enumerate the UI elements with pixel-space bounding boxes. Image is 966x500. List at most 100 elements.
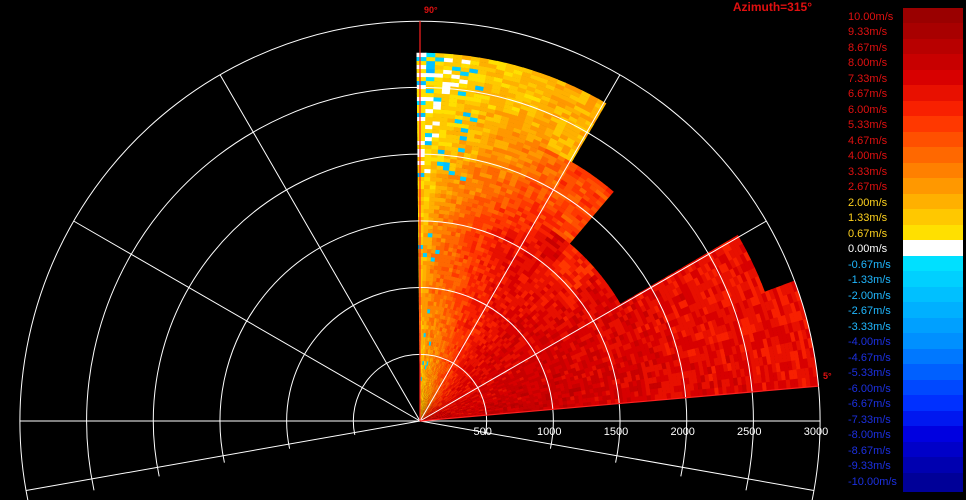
- velocity-cell: [500, 82, 511, 89]
- velocity-cell: [445, 386, 449, 391]
- velocity-cell: [660, 301, 668, 310]
- velocity-cell: [430, 245, 436, 250]
- velocity-cell: [427, 385, 430, 391]
- velocity-cell: [424, 300, 428, 306]
- velocity-cell: [421, 348, 423, 354]
- velocity-cell: [439, 245, 445, 251]
- velocity-cell: [436, 153, 445, 159]
- velocity-cell: [581, 193, 591, 202]
- velocity-cell: [424, 411, 428, 415]
- velocity-cell: [435, 405, 439, 409]
- velocity-cell: [494, 380, 500, 385]
- velocity-cell: [422, 372, 425, 378]
- velocity-cell: [569, 111, 580, 120]
- velocity-cell: [496, 384, 502, 388]
- velocity-cell: [432, 221, 439, 226]
- velocity-cell: [667, 373, 673, 381]
- velocity-cell: [590, 360, 596, 367]
- velocity-cell: [460, 123, 469, 129]
- velocity-cell: [503, 343, 510, 349]
- velocity-cell: [580, 183, 590, 192]
- velocity-cell: [483, 384, 488, 388]
- velocity-cell: [448, 243, 454, 249]
- velocity-cell: [450, 399, 455, 403]
- velocity-cell: [458, 351, 463, 357]
- velocity-cell: [463, 254, 469, 260]
- velocity-cell: [468, 334, 473, 340]
- velocity-cell: [425, 389, 428, 394]
- velocity-cell: [423, 164, 431, 170]
- velocity-cell: [474, 394, 480, 398]
- velocity-cell: [517, 229, 525, 236]
- velocity-cell: [495, 393, 501, 397]
- velocity-cell: [436, 293, 441, 299]
- velocity-cell: [754, 356, 760, 367]
- velocity-cell: [472, 332, 478, 338]
- velocity-cell: [537, 102, 548, 110]
- velocity-cell: [641, 317, 649, 325]
- velocity-cell: [436, 161, 444, 167]
- velocity-cell: [630, 295, 638, 304]
- velocity-cell: [421, 380, 423, 386]
- velocity-cell: [463, 354, 468, 360]
- velocity-cell: [444, 381, 449, 386]
- velocity-cell: [421, 413, 424, 418]
- velocity-cell: [469, 321, 475, 327]
- velocity-cell: [432, 337, 436, 343]
- velocity-cell: [461, 405, 466, 408]
- velocity-cell: [703, 288, 711, 299]
- velocity-cell: [426, 381, 429, 386]
- velocity-cell: [494, 364, 500, 369]
- velocity-cell: [551, 147, 561, 156]
- velocity-cell: [550, 216, 559, 224]
- velocity-cell: [535, 207, 544, 214]
- velocity-cell: [502, 348, 508, 354]
- velocity-cell: [572, 387, 578, 393]
- velocity-cell: [545, 213, 554, 221]
- velocity-cell: [458, 135, 468, 141]
- velocity-cell: [683, 370, 689, 379]
- velocity-cell: [423, 196, 430, 202]
- velocity-cell: [545, 105, 556, 113]
- velocity-cell: [463, 152, 471, 158]
- velocity-cell: [439, 413, 444, 416]
- velocity-cell: [460, 400, 465, 404]
- velocity-cell: [453, 405, 458, 409]
- velocity-cell: [559, 178, 568, 187]
- velocity-cell: [745, 383, 751, 393]
- velocity-cell: [435, 367, 439, 372]
- velocity-cell: [598, 376, 605, 383]
- velocity-cell: [444, 137, 453, 143]
- velocity-cell: [432, 383, 436, 388]
- velocity-cell: [507, 355, 513, 360]
- velocity-cell: [463, 234, 470, 240]
- velocity-cell: [566, 179, 576, 187]
- velocity-cell: [446, 121, 455, 127]
- velocity-cell: [517, 189, 526, 196]
- velocity-cell: [780, 370, 786, 381]
- velocity-cell: [439, 368, 443, 374]
- velocity-cell: [547, 199, 555, 207]
- velocity-cell: [538, 190, 547, 198]
- velocity-cell: [544, 203, 553, 211]
- velocity-cell: [448, 359, 452, 365]
- velocity-cell: [485, 321, 491, 328]
- velocity-cell: [468, 377, 474, 382]
- velocity-cell: [475, 371, 480, 377]
- velocity-cell: [582, 104, 593, 114]
- velocity-cell: [480, 318, 486, 324]
- velocity-cell: [497, 123, 507, 130]
- velocity-cell: [422, 260, 427, 266]
- velocity-cell: [692, 325, 699, 334]
- velocity-cell: [434, 393, 438, 398]
- velocity-cell: [446, 359, 451, 364]
- velocity-cell: [436, 400, 441, 405]
- velocity-cell: [425, 393, 428, 398]
- velocity-cell: [453, 171, 462, 177]
- velocity-cell: [453, 362, 458, 368]
- velocity-cell: [472, 265, 478, 272]
- velocity-cell: [450, 409, 455, 413]
- velocity-cell: [424, 348, 427, 354]
- velocity-cell: [724, 250, 733, 261]
- velocity-cell: [447, 416, 453, 418]
